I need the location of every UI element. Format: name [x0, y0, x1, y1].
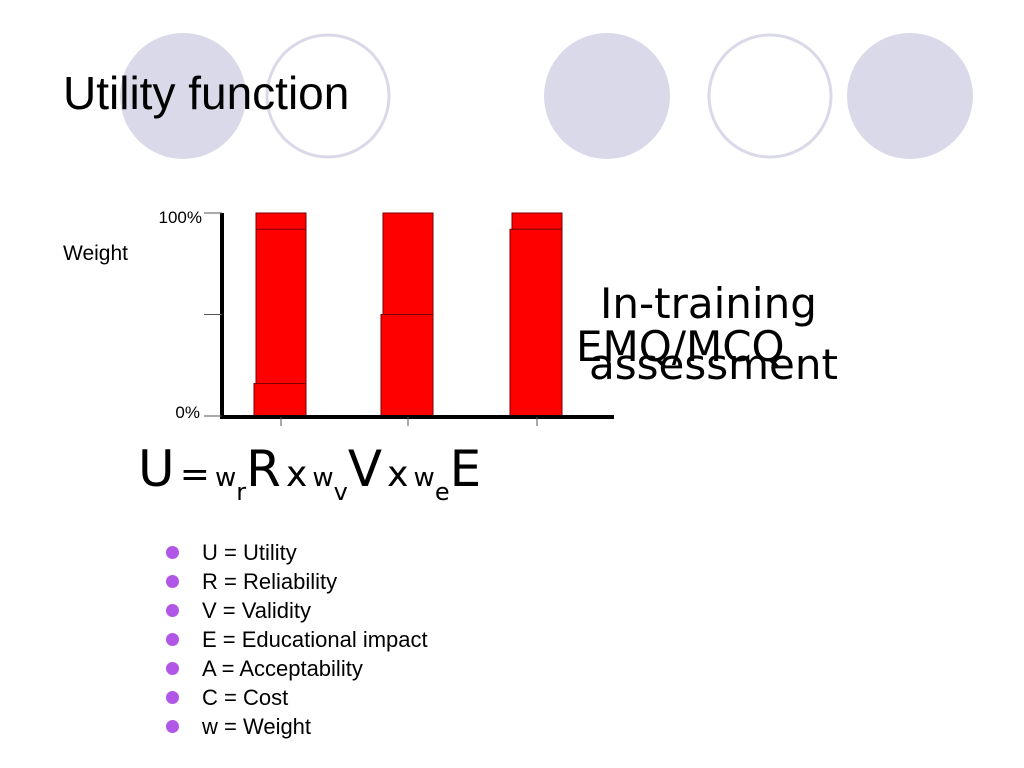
formula-sub-v: v — [333, 478, 348, 506]
formula-w-e: w — [413, 463, 435, 493]
formula-sub-e: e — [434, 478, 450, 506]
annotation-line-2: assessment — [589, 340, 838, 389]
deco-circle-outline-1 — [265, 33, 391, 159]
bar-base-1 — [253, 383, 307, 417]
formula-times-1: x — [285, 454, 308, 495]
formula-times-2: x — [387, 454, 409, 495]
bullet-icon — [166, 720, 179, 733]
bar-base-2 — [380, 314, 434, 417]
list-item: U = Utility — [166, 538, 428, 567]
list-item-label: w = Weight — [202, 713, 312, 739]
bullet-icon — [166, 691, 179, 704]
bullet-icon — [166, 575, 179, 588]
bullet-icon — [166, 633, 179, 646]
formula-v: V — [347, 440, 383, 498]
y-axis-label: Weight — [63, 242, 128, 265]
formula-sub-r: r — [236, 478, 247, 506]
list-item: R = Reliability — [166, 567, 428, 596]
annotation-overlap: EMQ/MCQ — [576, 322, 785, 371]
deco-circle-filled-1 — [120, 33, 246, 159]
list-item: w = Weight — [166, 712, 428, 741]
list-item-label: E = Educational impact — [202, 626, 428, 652]
list-item-label: U = Utility — [202, 539, 297, 565]
list-item: A = Acceptability — [166, 654, 428, 683]
list-item-label: V = Validity — [202, 597, 312, 623]
list-item: E = Educational impact — [166, 625, 428, 654]
list-item-label: A = Acceptability — [202, 655, 363, 681]
definitions-list: U = Utility R = Reliability V = Validity E … — [166, 538, 428, 741]
deco-circle-filled-2 — [544, 33, 670, 159]
weight-bar-chart: Weight 100% 0% — [63, 208, 614, 426]
formula-r: R — [246, 440, 281, 498]
decorative-circles — [120, 33, 973, 159]
bar-base-3 — [509, 228, 563, 417]
list-item: C = Cost — [166, 683, 428, 712]
bullet-icon — [166, 604, 179, 617]
annotation-line-1: In-training — [600, 279, 817, 328]
bullet-icon — [166, 546, 179, 559]
utility-formula: U = wrR x wvV x weE — [138, 440, 481, 520]
list-item: V = Validity — [166, 596, 428, 625]
bullet-icon — [166, 662, 179, 675]
y-tick-label-0: 0% — [175, 403, 200, 422]
formula-u: U — [138, 440, 175, 498]
page-title: Utility function — [63, 67, 350, 119]
formula-equals: = — [179, 454, 210, 495]
formula-e: E — [449, 440, 482, 498]
list-item-label: C = Cost — [202, 684, 289, 710]
formula-w-v: w — [312, 463, 334, 493]
formula-w-r: w — [214, 463, 237, 493]
deco-circle-filled-3 — [847, 33, 973, 159]
list-item-label: R = Reliability — [202, 568, 338, 594]
deco-circle-outline-2 — [707, 33, 833, 159]
y-tick-label-100: 100% — [159, 208, 202, 227]
